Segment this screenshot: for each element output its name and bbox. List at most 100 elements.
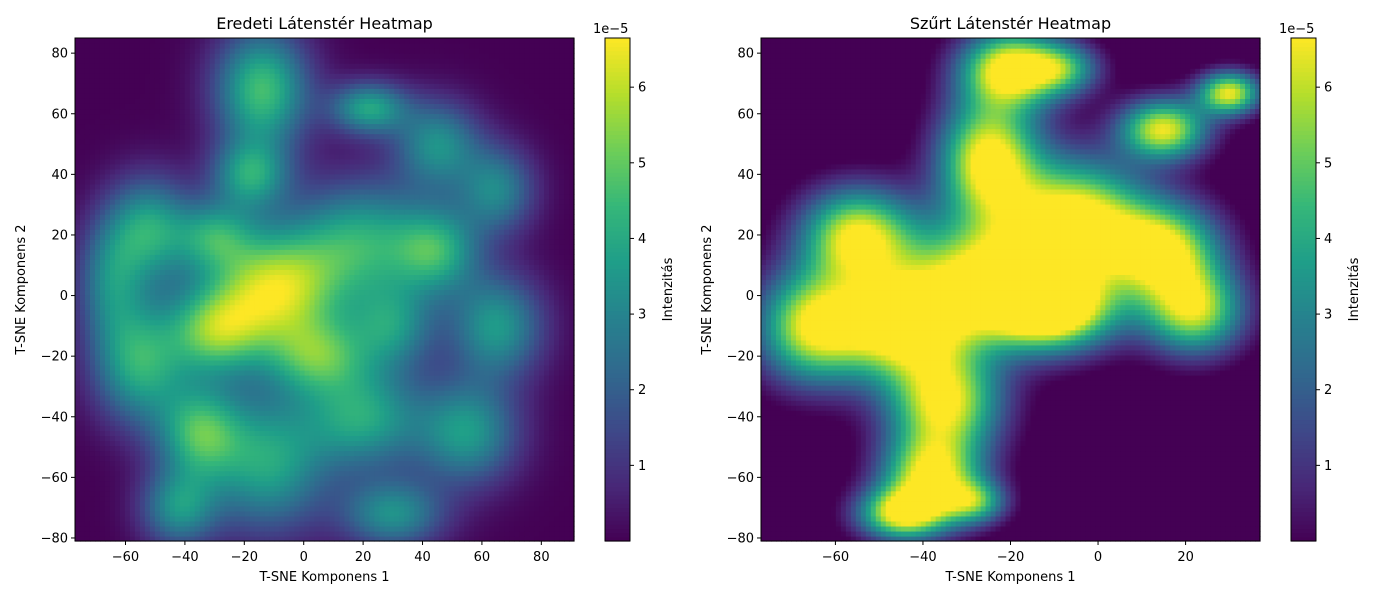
heatmap-cell [489, 481, 495, 487]
heatmap-cell [429, 380, 435, 386]
heatmap-cell [439, 496, 445, 502]
heatmap-cell [230, 521, 236, 527]
heatmap-cell [354, 511, 360, 517]
heatmap-cell [80, 345, 86, 351]
heatmap-cell [230, 526, 236, 532]
heatmap-cell [414, 380, 420, 386]
heatmap-cell [135, 531, 141, 537]
heatmap-cell [115, 345, 121, 351]
heatmap-cell [464, 335, 470, 341]
heatmap-cell [344, 425, 350, 431]
heatmap-cell [215, 466, 221, 472]
heatmap-cell [135, 420, 141, 426]
heatmap-cell [95, 375, 101, 381]
heatmap-cell [394, 491, 400, 497]
heatmap-cell [250, 395, 256, 401]
heatmap-cell [240, 435, 246, 441]
heatmap-cell [404, 471, 410, 477]
heatmap-cell [329, 440, 335, 446]
heatmap-cell [135, 440, 141, 446]
heatmap-cell [329, 471, 335, 477]
heatmap-cell [564, 466, 570, 472]
heatmap-cell [220, 455, 226, 461]
heatmap-cell [504, 440, 510, 446]
heatmap-cell [220, 531, 226, 537]
heatmap-cell [409, 330, 415, 336]
heatmap-cell [90, 415, 96, 421]
heatmap-cell [554, 445, 560, 451]
heatmap-cell [260, 526, 266, 532]
heatmap-cell [110, 491, 116, 497]
heatmap-cell [399, 450, 405, 456]
heatmap-cell [165, 375, 171, 381]
heatmap-cell [210, 450, 216, 456]
heatmap-cell [529, 380, 535, 386]
heatmap-cell [105, 380, 111, 386]
heatmap-cell [454, 330, 460, 336]
heatmap-cell [544, 360, 550, 366]
heatmap-cell [379, 455, 385, 461]
heatmap-cell [329, 335, 335, 341]
heatmap-cell [464, 375, 470, 381]
heatmap-cell [160, 395, 166, 401]
heatmap-cell [379, 430, 385, 436]
heatmap-cell [145, 300, 151, 306]
heatmap-cell [349, 345, 355, 351]
heatmap-cell [509, 380, 515, 386]
heatmap-cell [115, 516, 121, 522]
heatmap-cell [140, 300, 146, 306]
heatmap-cell [429, 410, 435, 416]
heatmap-cell [280, 395, 286, 401]
heatmap-cell [95, 471, 101, 477]
heatmap-cell [295, 435, 301, 441]
heatmap-cell [489, 345, 495, 351]
heatmap-cell [295, 335, 301, 341]
heatmap-cell [290, 435, 296, 441]
heatmap-cell [469, 290, 475, 296]
heatmap-cell [145, 355, 151, 361]
heatmap-cell [359, 440, 365, 446]
heatmap-cell [220, 461, 226, 467]
heatmap-cell [85, 481, 91, 487]
heatmap-cell [544, 450, 550, 456]
heatmap-cell [419, 340, 425, 346]
heatmap-cell [250, 531, 256, 537]
heatmap-cell [434, 445, 440, 451]
heatmap-cell [379, 375, 385, 381]
heatmap-cell [489, 466, 495, 472]
heatmap-cell [210, 425, 216, 431]
heatmap-cell [325, 440, 331, 446]
heatmap-cell [549, 350, 555, 356]
heatmap-cell [379, 440, 385, 446]
heatmap-cell [180, 435, 186, 441]
heatmap-cell [255, 290, 261, 296]
heatmap-cell [235, 526, 241, 532]
heatmap-cell [325, 380, 331, 386]
heatmap-cell [429, 461, 435, 467]
heatmap-cell [404, 300, 410, 306]
heatmap-cell [315, 410, 321, 416]
heatmap-cell [514, 511, 520, 517]
heatmap-cell [225, 526, 231, 532]
heatmap-cell [80, 466, 86, 472]
heatmap-cell [95, 380, 101, 386]
heatmap-cell [539, 496, 545, 502]
heatmap-cell [409, 400, 415, 406]
heatmap-cell [145, 320, 151, 326]
heatmap-cell [464, 295, 470, 301]
heatmap-cell [429, 290, 435, 296]
heatmap-cell [504, 491, 510, 497]
heatmap-cell [384, 335, 390, 341]
heatmap-cell [115, 370, 121, 376]
heatmap-cell [100, 471, 106, 477]
heatmap-cell [459, 300, 465, 306]
heatmap-cell [504, 466, 510, 472]
heatmap-cell [310, 410, 316, 416]
heatmap-cell [484, 425, 490, 431]
heatmap-cell [389, 440, 395, 446]
heatmap-cell [265, 506, 271, 512]
heatmap-cell [439, 305, 445, 311]
heatmap-cell [414, 511, 420, 517]
heatmap-cell [140, 511, 146, 517]
heatmap-cell [434, 350, 440, 356]
